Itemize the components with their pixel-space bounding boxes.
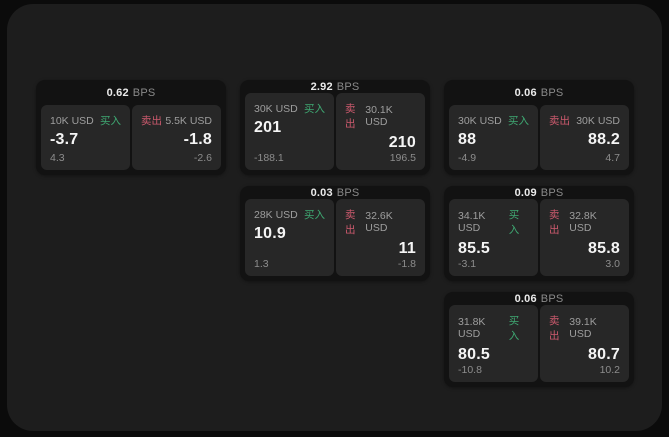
spread-unit-label: BPS bbox=[540, 186, 564, 199]
quote-card-6: 0.06 BPS 31.8K USD 买入 80.5 -10.8 卖出 39.1… bbox=[444, 292, 634, 387]
quote-panels: 31.8K USD 买入 80.5 -10.8 卖出 39.1K USD 80.… bbox=[449, 305, 629, 382]
buy-quote-panel[interactable]: 30K USD 买入 88 -4.9 bbox=[449, 105, 538, 170]
buy-amount: 30K USD bbox=[254, 102, 298, 115]
buy-tag: 买入 bbox=[100, 115, 121, 127]
trading-quotes-window: 0.62 BPS 10K USD 买入 -3.7 4.3 卖出 5.5K USD bbox=[7, 4, 662, 431]
spread-header: 0.03 BPS bbox=[245, 186, 425, 199]
sell-tag: 卖出 bbox=[345, 103, 356, 130]
spread-unit-label: BPS bbox=[336, 186, 360, 199]
quote-card-3: 0.06 BPS 30K USD 买入 88 -4.9 卖出 30K USD bbox=[444, 80, 634, 175]
quote-card-4: 0.03 BPS 28K USD 买入 10.9 1.3 卖出 32.6K US… bbox=[240, 186, 430, 281]
spread-header: 0.62 BPS bbox=[41, 80, 221, 105]
buy-amount: 30K USD bbox=[458, 114, 502, 127]
buy-quote-panel[interactable]: 28K USD 买入 10.9 1.3 bbox=[245, 199, 334, 276]
sell-delta: 196.5 bbox=[389, 152, 416, 164]
buy-price: 10.9 bbox=[254, 225, 286, 242]
spread-unit-label: BPS bbox=[540, 86, 564, 99]
sell-price: 85.8 bbox=[588, 240, 620, 257]
sell-amount: 30K USD bbox=[576, 114, 620, 127]
sell-quote-panel[interactable]: 卖出 39.1K USD 80.7 10.2 bbox=[540, 305, 629, 382]
sell-price: -1.8 bbox=[183, 131, 212, 148]
sell-delta: -1.8 bbox=[397, 258, 416, 270]
quote-card-5: 0.09 BPS 34.1K USD 买入 85.5 -3.1 卖出 32.8K… bbox=[444, 186, 634, 281]
spread-value: 0.03 bbox=[310, 186, 333, 199]
buy-tag: 买入 bbox=[508, 115, 529, 127]
quote-panels: 28K USD 买入 10.9 1.3 卖出 32.6K USD 11 -1.8 bbox=[245, 199, 425, 276]
quote-card-1: 0.62 BPS 10K USD 买入 -3.7 4.3 卖出 5.5K USD bbox=[36, 80, 226, 175]
buy-tag: 买入 bbox=[508, 209, 520, 236]
sell-tag: 卖出 bbox=[141, 115, 162, 127]
buy-price: -3.7 bbox=[50, 131, 79, 148]
spread-unit-label: BPS bbox=[336, 80, 360, 93]
spread-value: 0.06 bbox=[514, 86, 537, 99]
buy-amount: 34.1K USD bbox=[458, 210, 486, 234]
quote-panels: 34.1K USD 买入 85.5 -3.1 卖出 32.8K USD 85.8… bbox=[449, 199, 629, 276]
buy-delta: 1.3 bbox=[254, 258, 269, 270]
spread-value: 2.92 bbox=[310, 80, 333, 93]
sell-price: 88.2 bbox=[588, 131, 620, 148]
buy-quote-panel[interactable]: 34.1K USD 买入 85.5 -3.1 bbox=[449, 199, 538, 276]
buy-amount: 31.8K USD bbox=[458, 316, 486, 340]
sell-quote-panel[interactable]: 卖出 5.5K USD -1.8 -2.6 bbox=[132, 105, 221, 170]
sell-delta: 3.0 bbox=[605, 258, 620, 270]
buy-quote-panel[interactable]: 30K USD 买入 201 -188.1 bbox=[245, 93, 334, 170]
buy-amount: 28K USD bbox=[254, 208, 298, 221]
buy-delta: -10.8 bbox=[458, 364, 482, 376]
spread-header: 2.92 BPS bbox=[245, 80, 425, 93]
sell-tag: 卖出 bbox=[549, 209, 560, 236]
sell-delta: 4.7 bbox=[605, 152, 620, 164]
quote-panels: 30K USD 买入 88 -4.9 卖出 30K USD 88.2 4.7 bbox=[449, 105, 629, 170]
buy-delta: 4.3 bbox=[50, 152, 65, 164]
quote-panels: 30K USD 买入 201 -188.1 卖出 30.1K USD 210 1… bbox=[245, 93, 425, 170]
buy-price: 88 bbox=[458, 131, 477, 148]
sell-quote-panel[interactable]: 卖出 32.6K USD 11 -1.8 bbox=[336, 199, 425, 276]
sell-delta: 10.2 bbox=[599, 364, 620, 376]
spread-value: 0.06 bbox=[514, 292, 537, 305]
sell-quote-panel[interactable]: 卖出 30K USD 88.2 4.7 bbox=[540, 105, 629, 170]
spread-value: 0.09 bbox=[514, 186, 537, 199]
buy-delta: -4.9 bbox=[458, 152, 477, 164]
sell-price: 210 bbox=[388, 134, 416, 151]
sell-amount: 30.1K USD bbox=[365, 104, 393, 128]
buy-quote-panel[interactable]: 10K USD 买入 -3.7 4.3 bbox=[41, 105, 130, 170]
buy-amount: 10K USD bbox=[50, 114, 94, 127]
quote-panels: 10K USD 买入 -3.7 4.3 卖出 5.5K USD -1.8 -2.… bbox=[41, 105, 221, 170]
buy-delta: -3.1 bbox=[458, 258, 477, 270]
spread-unit-label: BPS bbox=[132, 86, 156, 99]
buy-quote-panel[interactable]: 31.8K USD 买入 80.5 -10.8 bbox=[449, 305, 538, 382]
sell-amount: 32.8K USD bbox=[569, 210, 597, 234]
buy-tag: 买入 bbox=[304, 209, 325, 221]
spread-header: 0.06 BPS bbox=[449, 80, 629, 105]
spread-header: 0.09 BPS bbox=[449, 186, 629, 199]
spread-header: 0.06 BPS bbox=[449, 292, 629, 305]
sell-tag: 卖出 bbox=[549, 115, 570, 127]
sell-tag: 卖出 bbox=[345, 209, 356, 236]
sell-tag: 卖出 bbox=[549, 315, 560, 342]
sell-price: 11 bbox=[398, 240, 416, 257]
sell-amount: 39.1K USD bbox=[569, 316, 597, 340]
buy-price: 85.5 bbox=[458, 240, 490, 257]
buy-price: 80.5 bbox=[458, 346, 490, 363]
quote-card-2: 2.92 BPS 30K USD 买入 201 -188.1 卖出 30.1K … bbox=[240, 80, 430, 175]
quote-cards-grid: 0.62 BPS 10K USD 买入 -3.7 4.3 卖出 5.5K USD bbox=[36, 80, 634, 387]
buy-delta: -188.1 bbox=[254, 152, 284, 164]
sell-quote-panel[interactable]: 卖出 30.1K USD 210 196.5 bbox=[336, 93, 425, 170]
spread-value: 0.62 bbox=[106, 86, 129, 99]
sell-amount: 32.6K USD bbox=[365, 210, 393, 234]
buy-price: 201 bbox=[254, 119, 282, 136]
buy-tag: 买入 bbox=[304, 103, 325, 115]
sell-delta: -2.6 bbox=[193, 152, 212, 164]
sell-amount: 5.5K USD bbox=[165, 114, 212, 127]
buy-tag: 买入 bbox=[508, 315, 520, 342]
spread-unit-label: BPS bbox=[540, 292, 564, 305]
sell-price: 80.7 bbox=[588, 346, 620, 363]
sell-quote-panel[interactable]: 卖出 32.8K USD 85.8 3.0 bbox=[540, 199, 629, 276]
